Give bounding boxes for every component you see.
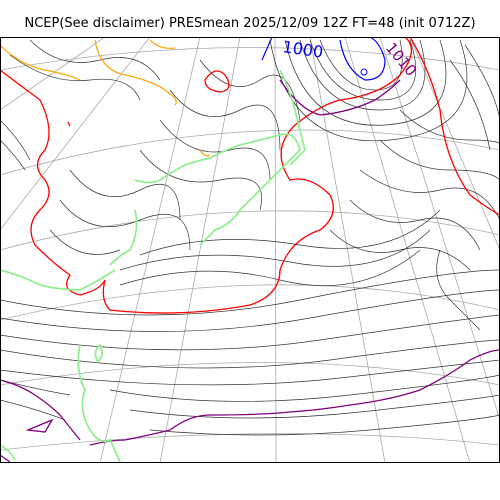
isobar	[109, 374, 500, 402]
isobar	[436, 249, 481, 331]
isobar	[379, 139, 500, 181]
coastline-west	[0, 269, 116, 291]
purple-contour	[89, 349, 500, 446]
isobar	[199, 59, 301, 121]
isobar-label-1000: 1000	[281, 37, 324, 61]
isobar	[59, 199, 191, 251]
coastline-taiwan	[94, 343, 103, 364]
red-contour	[204, 70, 230, 93]
isobar	[119, 229, 431, 271]
graticule	[0, 37, 500, 463]
parallel	[0, 129, 500, 176]
isobar	[0, 359, 500, 386]
isobar	[49, 229, 121, 255]
blue-contour	[339, 37, 386, 81]
isobar	[329, 229, 471, 271]
coastline-hokkaido	[279, 69, 306, 166]
isobar	[139, 209, 441, 256]
meridian	[0, 37, 106, 111]
isobar	[169, 89, 281, 151]
orange-contour	[94, 39, 177, 106]
red-contour	[0, 37, 412, 314]
purple-contour	[279, 79, 401, 116]
isobar	[0, 399, 66, 421]
isobar	[299, 39, 426, 111]
purple-contour	[0, 379, 81, 441]
meridian	[409, 37, 500, 251]
isobar	[399, 109, 500, 150]
orange-contour	[149, 39, 176, 49]
purple-contours	[0, 79, 500, 463]
isobar	[0, 269, 500, 316]
red-contour	[409, 37, 500, 216]
isobar	[0, 379, 71, 396]
map-title: NCEP(See disclaimer) PRESmean 2025/12/09…	[24, 16, 476, 31]
isobar	[29, 39, 161, 81]
isobar	[309, 39, 417, 101]
red-contours	[0, 37, 500, 314]
isobar	[0, 289, 500, 332]
isobar	[149, 414, 500, 436]
isobar	[284, 39, 447, 126]
meridian	[99, 37, 201, 463]
isobar	[0, 119, 31, 161]
purple-contour	[25, 418, 54, 433]
coastlines	[0, 69, 306, 463]
isobar	[349, 199, 481, 251]
isobar	[464, 44, 500, 121]
coastline-korea	[109, 209, 138, 266]
coastline-sea	[0, 444, 16, 461]
coastline-japan	[134, 133, 301, 246]
isobars	[0, 39, 500, 436]
isobar	[319, 39, 403, 91]
isobar	[69, 169, 181, 221]
isobar	[0, 339, 500, 369]
low-center	[360, 68, 368, 76]
red-contour	[67, 121, 71, 127]
orange-contour	[199, 149, 211, 157]
meridian	[0, 37, 151, 231]
coastline-philippines	[77, 344, 121, 463]
meridian	[379, 37, 500, 421]
meridian	[274, 37, 277, 463]
isobar	[0, 139, 26, 171]
isobar	[9, 54, 141, 101]
meridian	[159, 37, 241, 463]
parallel	[0, 362, 500, 386]
orange-contours	[0, 39, 211, 157]
blue-contour	[261, 37, 273, 61]
isobar	[129, 394, 500, 419]
orange-contour	[0, 44, 81, 81]
isobar	[359, 169, 500, 221]
parallel	[0, 433, 500, 451]
purple-contour	[0, 454, 11, 463]
isobar	[159, 119, 271, 181]
parallel	[0, 210, 500, 251]
meridian	[344, 37, 471, 463]
isobar	[0, 314, 500, 351]
blue-contours	[261, 37, 386, 81]
isobar	[119, 249, 421, 287]
parallel	[0, 47, 500, 71]
isobar	[449, 59, 491, 151]
